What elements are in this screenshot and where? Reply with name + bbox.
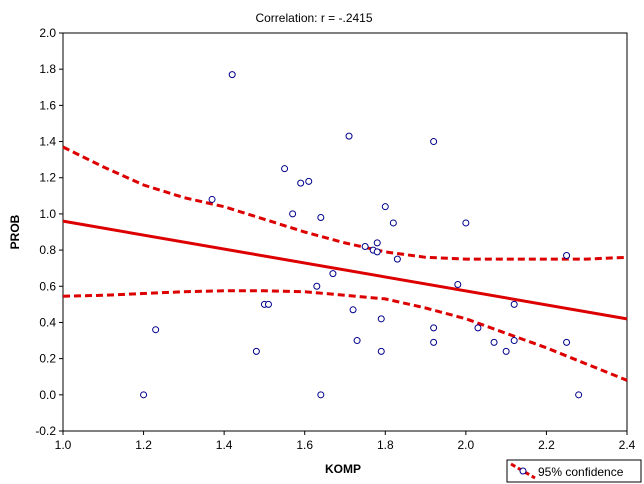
regression-line-group <box>62 219 628 321</box>
data-point <box>281 165 289 173</box>
x-tick-label: 1.0 <box>55 438 72 452</box>
data-point <box>381 203 389 211</box>
legend: 95% confidence <box>506 459 642 483</box>
data-point <box>575 391 583 399</box>
y-tick-label: 0.4 <box>39 315 56 329</box>
legend-box <box>506 459 642 483</box>
y-tick-label: 0.2 <box>39 352 56 366</box>
data-point <box>454 280 462 288</box>
data-point <box>393 255 401 263</box>
confidence-bands <box>62 145 628 382</box>
legend-point-sample <box>519 467 527 475</box>
y-tick-label: 0.8 <box>39 243 56 257</box>
data-point <box>305 177 313 185</box>
data-point <box>373 248 381 256</box>
data-points <box>140 71 583 399</box>
data-point <box>462 219 470 227</box>
y-tick-label: 1.6 <box>39 98 56 112</box>
data-point <box>490 338 498 346</box>
ci-lower-line <box>62 289 628 382</box>
y-tick-label: 1.8 <box>39 62 56 76</box>
data-point <box>353 337 361 345</box>
data-point <box>389 219 397 227</box>
regression-line <box>62 219 628 321</box>
y-tick-label: -0.2 <box>35 424 56 438</box>
x-tick-label: 1.2 <box>135 438 152 452</box>
x-tick-label: 1.8 <box>377 438 394 452</box>
data-point <box>563 252 571 260</box>
x-tick-label: 2.0 <box>458 438 475 452</box>
x-tick-label: 1.4 <box>216 438 233 452</box>
data-point <box>313 282 321 290</box>
data-point <box>317 391 325 399</box>
data-point <box>252 347 260 355</box>
data-point <box>345 132 353 140</box>
plot-frame <box>62 32 628 432</box>
data-point <box>140 391 148 399</box>
data-point <box>208 195 216 203</box>
data-point <box>361 242 369 250</box>
y-tick-label: 0.0 <box>39 388 56 402</box>
data-point <box>289 210 297 218</box>
x-axis-title: KOMP <box>325 462 361 476</box>
data-point <box>297 179 305 187</box>
data-point <box>329 270 337 278</box>
data-point <box>264 300 272 308</box>
y-axis-title: PROB <box>8 214 22 249</box>
ci-upper-line <box>62 145 628 261</box>
data-point <box>430 338 438 346</box>
data-point <box>377 315 385 323</box>
data-point <box>510 337 518 345</box>
data-point <box>430 324 438 332</box>
data-point <box>373 239 381 247</box>
data-point <box>228 71 236 79</box>
y-tick-label: 1.0 <box>39 207 56 221</box>
data-point <box>317 214 325 222</box>
plot-area <box>62 32 628 432</box>
y-tick-label: 1.2 <box>39 171 56 185</box>
data-point <box>502 347 510 355</box>
x-tick-label: 2.4 <box>619 438 636 452</box>
y-tick-label: 0.6 <box>39 279 56 293</box>
y-tick-label: 1.4 <box>39 135 56 149</box>
data-point <box>474 324 482 332</box>
data-point <box>510 300 518 308</box>
y-axis: -0.2 0.0 0.2 0.4 0.6 0.8 1.0 1.2 1.4 1.6 1.8 2.0 <box>35 26 63 438</box>
data-point <box>349 306 357 314</box>
data-point <box>430 138 438 146</box>
data-point <box>152 326 160 334</box>
y-tick-label: 2.0 <box>39 26 56 40</box>
chart-title: Correlation: r = -.2415 <box>255 11 372 25</box>
x-tick-label: 1.6 <box>296 438 313 452</box>
data-point <box>563 338 571 346</box>
x-tick-label: 2.2 <box>538 438 555 452</box>
legend-line-sample <box>510 462 536 480</box>
data-point <box>377 347 385 355</box>
x-axis: 1.0 1.2 1.4 1.6 1.8 2.0 2.2 2.4 <box>55 431 636 452</box>
legend-label: 95% confidence <box>538 465 624 479</box>
